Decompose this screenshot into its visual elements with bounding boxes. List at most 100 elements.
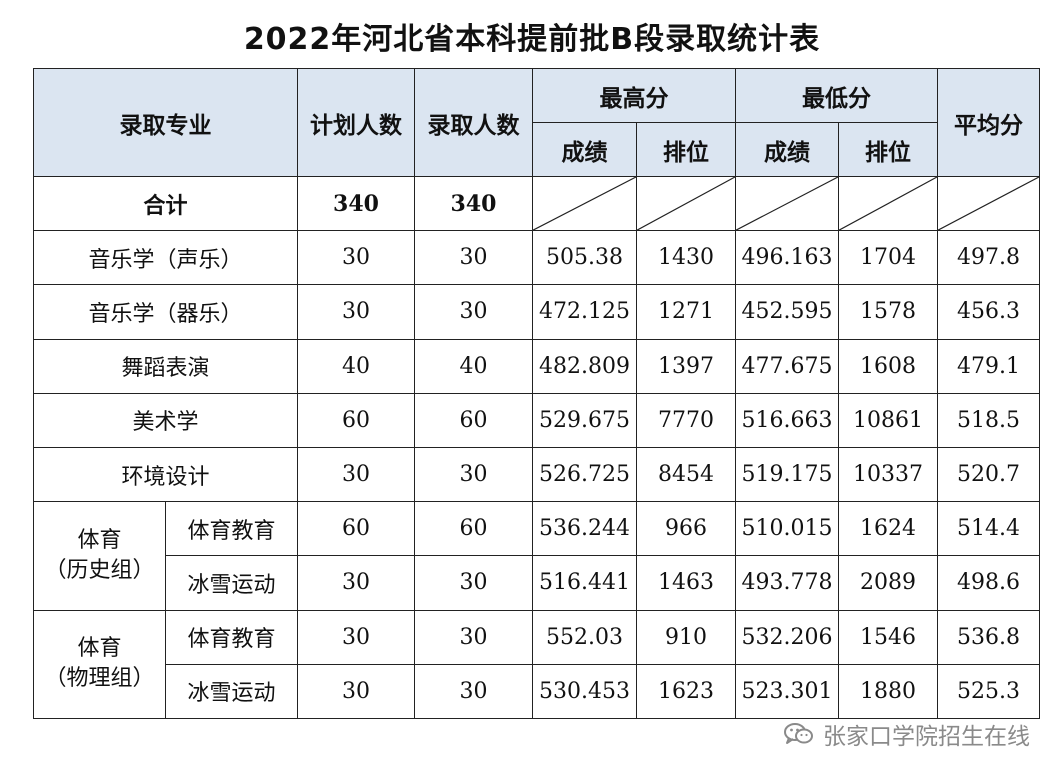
header-high-score: 成绩 — [532, 122, 637, 177]
major-name: 体育教育 — [165, 501, 298, 557]
plan-count: 30 — [297, 609, 415, 665]
low-rank: 1704 — [838, 230, 938, 286]
admitted-count: 60 — [414, 501, 533, 557]
high-rank: 1430 — [636, 230, 736, 286]
diagonal-cell — [636, 175, 736, 232]
diagonal-cell — [937, 175, 1040, 232]
low-score: 519.175 — [735, 446, 839, 503]
high-rank: 1623 — [636, 663, 736, 720]
high-rank: 1463 — [636, 555, 736, 611]
admitted-count: 60 — [414, 392, 533, 448]
low-rank: 1608 — [838, 338, 938, 394]
admitted-count: 30 — [414, 663, 533, 720]
watermark-text: 张家口学院招生在线 — [823, 724, 1030, 750]
plan-count: 30 — [297, 446, 415, 503]
avg-score: 497.8 — [937, 230, 1040, 286]
plan-count: 30 — [297, 663, 415, 720]
page-title: 2022年河北省本科提前批B段录取统计表 — [243, 22, 821, 57]
diagonal-cell — [735, 175, 839, 232]
low-score: 493.778 — [735, 555, 839, 611]
low-rank: 1624 — [838, 501, 938, 557]
table-row: 音乐学（器乐） 30 30 472.125 1271 452.595 1578 … — [33, 284, 1040, 340]
low-rank: 1880 — [838, 663, 938, 720]
group-label-history: 体育 （历史组） — [33, 501, 166, 611]
plan-count: 30 — [297, 284, 415, 340]
table-row: 环境设计 30 30 526.725 8454 519.175 10337 52… — [33, 446, 1040, 503]
high-rank: 1397 — [636, 338, 736, 394]
admitted-count: 40 — [414, 338, 533, 394]
major-name: 音乐学（声乐） — [33, 230, 298, 286]
header-plan: 计划人数 — [297, 68, 415, 177]
avg-score: 520.7 — [937, 446, 1040, 503]
high-rank: 1271 — [636, 284, 736, 340]
low-score: 510.015 — [735, 501, 839, 557]
low-score: 523.301 — [735, 663, 839, 720]
table-row: 体育 （历史组） 体育教育 60 60 536.244 966 510.015 … — [33, 501, 1040, 611]
high-score: 530.453 — [532, 663, 637, 720]
high-score: 472.125 — [532, 284, 637, 340]
low-score: 496.163 — [735, 230, 839, 286]
plan-count: 30 — [297, 230, 415, 286]
total-row: 合计 340 340 — [33, 175, 1040, 232]
high-score: 516.441 — [532, 555, 637, 611]
table-row: 美术学 60 60 529.675 7770 516.663 10861 518… — [33, 392, 1040, 448]
major-name: 音乐学（器乐） — [33, 284, 298, 340]
major-name: 冰雪运动 — [165, 663, 298, 720]
low-rank: 10337 — [838, 446, 938, 503]
diagonal-cell — [532, 175, 637, 232]
low-rank: 1578 — [838, 284, 938, 340]
high-rank: 8454 — [636, 446, 736, 503]
avg-score: 498.6 — [937, 555, 1040, 611]
header-low-rank: 排位 — [838, 122, 938, 177]
header-average: 平均分 — [937, 68, 1040, 177]
table-row: 体育 （物理组） 体育教育 30 30 552.03 910 532.206 1… — [33, 609, 1040, 719]
plan-count: 40 — [297, 338, 415, 394]
table-row: 冰雪运动 30 30 530.453 1623 523.301 1880 525… — [34, 663, 1040, 720]
major-name: 美术学 — [33, 392, 298, 448]
avg-score: 518.5 — [937, 392, 1040, 448]
admission-stats-table: 录取专业 计划人数 录取人数 最高分 最低分 平均分 成绩 排位 成绩 排位 合… — [33, 68, 1040, 720]
low-rank: 10861 — [838, 392, 938, 448]
avg-score: 479.1 — [937, 338, 1040, 394]
table-row: 冰雪运动 30 30 516.441 1463 493.778 2089 498… — [34, 555, 1040, 611]
high-rank: 966 — [636, 501, 736, 557]
table-row: 音乐学（声乐） 30 30 505.38 1430 496.163 1704 4… — [33, 230, 1040, 286]
high-score: 529.675 — [532, 392, 637, 448]
avg-score: 525.3 — [937, 663, 1040, 720]
group-label-line: 体育 — [77, 527, 122, 553]
group-label-physics: 体育 （物理组） — [33, 609, 166, 719]
major-name: 环境设计 — [33, 446, 298, 503]
group-label-line: （物理组） — [44, 666, 155, 692]
header-highest: 最高分 — [532, 68, 736, 123]
low-score: 516.663 — [735, 392, 839, 448]
watermark: 张家口学院招生在线 — [783, 719, 1030, 750]
low-rank: 1546 — [838, 609, 938, 665]
plan-count: 60 — [297, 392, 415, 448]
group-label-line: 体育 — [77, 636, 122, 662]
admitted-count: 30 — [414, 230, 533, 286]
group-label-line: （历史组） — [44, 557, 155, 583]
diagonal-cell — [838, 175, 938, 232]
admitted-count: 30 — [414, 555, 533, 611]
low-score: 452.595 — [735, 284, 839, 340]
header-lowest: 最低分 — [735, 68, 938, 123]
major-name: 冰雪运动 — [165, 555, 298, 611]
wechat-icon — [783, 721, 815, 747]
admitted-count: 30 — [414, 609, 533, 665]
admitted-count: 30 — [414, 446, 533, 503]
avg-score: 514.4 — [937, 501, 1040, 557]
low-score: 477.675 — [735, 338, 839, 394]
admitted-count: 30 — [414, 284, 533, 340]
high-score: 526.725 — [532, 446, 637, 503]
total-label: 合计 — [33, 175, 298, 232]
major-name: 舞蹈表演 — [33, 338, 298, 394]
header-major: 录取专业 — [33, 68, 298, 177]
header-high-rank: 排位 — [636, 122, 736, 177]
high-score: 552.03 — [532, 609, 637, 665]
major-name: 体育教育 — [165, 609, 298, 665]
high-rank: 910 — [636, 609, 736, 665]
total-plan: 340 — [297, 175, 415, 232]
header-low-score: 成绩 — [735, 122, 839, 177]
low-score: 532.206 — [735, 609, 839, 665]
total-admitted: 340 — [414, 175, 533, 232]
